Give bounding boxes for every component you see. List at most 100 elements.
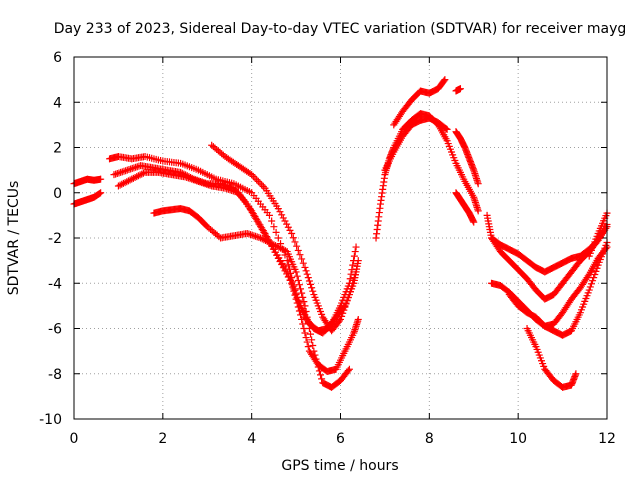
data-point (271, 248, 279, 256)
data-point (335, 317, 343, 325)
data-point (278, 245, 286, 253)
data-point (97, 175, 105, 183)
data-point (299, 293, 307, 301)
data-point (315, 367, 323, 375)
data-point (602, 244, 610, 252)
data-point (262, 237, 270, 245)
x-tick-label: 6 (336, 431, 345, 447)
x-tick-label: 8 (425, 431, 434, 447)
series-arc-10 (390, 76, 449, 129)
data-point (309, 341, 317, 349)
series-arc-4 (110, 162, 362, 335)
data-point (294, 246, 302, 254)
data-point (293, 242, 301, 250)
data-point (304, 343, 312, 351)
data-point (254, 177, 262, 185)
y-tick-label: -4 (48, 276, 62, 292)
data-point (352, 268, 360, 276)
data-point (260, 236, 268, 244)
data-point (589, 277, 597, 285)
data-point (294, 276, 302, 284)
data-point (303, 313, 311, 321)
series-arc-13 (452, 189, 478, 226)
data-point (136, 171, 144, 179)
data-point (123, 178, 131, 186)
plot-frame (73, 56, 608, 420)
data-point (292, 295, 300, 303)
data-point (352, 243, 360, 251)
data-point (124, 177, 132, 185)
data-point (275, 243, 283, 251)
data-point (277, 244, 285, 252)
data-point (258, 235, 266, 243)
data-point (346, 275, 354, 283)
data-point (291, 238, 299, 246)
data-point (118, 180, 126, 188)
data-point (440, 77, 448, 85)
data-point (274, 234, 282, 242)
data-point (300, 298, 308, 306)
data-point (278, 261, 286, 269)
data-point (280, 246, 288, 254)
data-point (292, 268, 300, 276)
data-point (584, 272, 592, 280)
data-point (128, 175, 136, 183)
data-point (279, 264, 287, 272)
data-point (585, 286, 593, 294)
data-point (354, 257, 362, 265)
data-point (133, 173, 141, 181)
y-tick-label: 6 (53, 50, 62, 66)
data-point (470, 218, 478, 226)
data-point (303, 338, 311, 346)
data-point (443, 125, 451, 133)
data-point (116, 181, 124, 189)
data-point (261, 229, 269, 237)
data-point (121, 179, 129, 187)
data-point (283, 270, 291, 278)
data-point (456, 85, 464, 93)
data-point (291, 291, 299, 299)
data-point (294, 303, 302, 311)
data-point (283, 257, 291, 265)
data-point (258, 181, 266, 189)
data-point (281, 217, 289, 225)
data-point (284, 223, 292, 231)
data-point (278, 211, 286, 219)
data-point (265, 211, 273, 219)
axis-ticks: 0 2 4 6 8 10 12 -10 -8 -6 -4 -2 0 2 4 6 (39, 50, 616, 447)
data-point (308, 336, 316, 344)
data-point (251, 174, 259, 182)
data-point (274, 254, 282, 262)
data-point (299, 259, 307, 267)
data-point (317, 371, 325, 379)
data-point (442, 125, 450, 133)
data-point (305, 277, 313, 285)
data-point (267, 239, 275, 247)
data-point (270, 223, 278, 231)
data-point (337, 315, 344, 323)
data-point (586, 283, 594, 291)
y-tick-label: -8 (48, 367, 62, 383)
data-point (301, 329, 309, 337)
data-point (288, 279, 296, 287)
data-point (286, 276, 294, 284)
data-point (587, 280, 595, 288)
data-point (274, 205, 282, 213)
data-point (129, 174, 137, 182)
data-point (318, 375, 326, 383)
data-point (272, 228, 280, 236)
data-point (349, 261, 357, 269)
x-axis-label: GPS time / hours (281, 458, 398, 474)
y-tick-label: 4 (53, 95, 62, 111)
data-point (302, 308, 310, 316)
series-arc-2 (70, 189, 105, 208)
data-point (312, 355, 320, 363)
data-point (308, 284, 316, 292)
y-tick-label: -2 (48, 231, 62, 247)
data-point (295, 307, 303, 315)
y-tick-label: -10 (39, 412, 62, 428)
y-tick-label: 2 (53, 141, 62, 157)
data-point (283, 220, 291, 228)
data-point (344, 294, 352, 302)
data-point (134, 172, 142, 180)
